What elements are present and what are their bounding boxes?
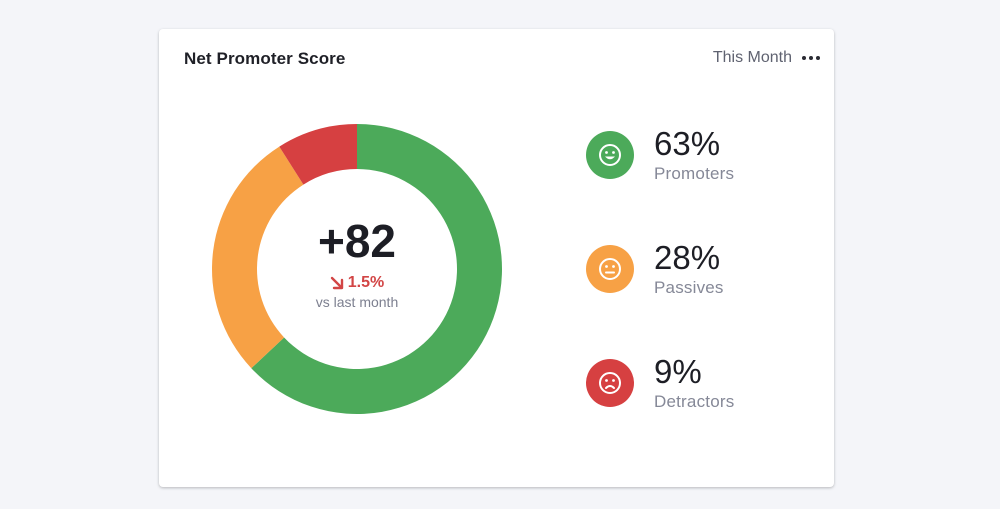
nps-donut-chart: +82 1.5% vs last month: [211, 123, 503, 415]
legend-item-detractors: 9% Detractors: [586, 354, 734, 412]
card-header-actions: This Month: [713, 49, 820, 67]
card-title: Net Promoter Score: [184, 49, 346, 68]
legend-label: Detractors: [654, 391, 735, 411]
donut-slice-passives[interactable]: [212, 146, 304, 369]
legend-value: 28%: [654, 238, 721, 276]
more-horizontal-icon[interactable]: [802, 54, 820, 62]
neutral-face-icon: [586, 245, 634, 293]
legend-item-passives: 28% Passives: [586, 240, 734, 298]
legend-label: Passives: [654, 277, 724, 297]
period-selector[interactable]: This Month: [712, 49, 792, 66]
donut-slice-detractors[interactable]: [279, 124, 357, 185]
legend-label: Promoters: [654, 163, 735, 183]
smile-face-icon: [586, 131, 634, 179]
nps-card: Net Promoter Score This Month +82 1.5% v…: [159, 29, 834, 487]
donut-svg: [212, 124, 502, 414]
legend-value: 9%: [654, 352, 702, 390]
legend-item-promoters: 63% Promoters: [586, 126, 734, 184]
legend-text: 9% Detractors: [654, 355, 734, 412]
donut-slice-promoters[interactable]: [251, 124, 502, 414]
legend-text: 63% Promoters: [654, 127, 734, 184]
legend-text: 28% Passives: [654, 241, 724, 298]
legend-value: 63%: [654, 124, 721, 162]
sad-face-icon: [586, 359, 634, 407]
nps-legend: 63% Promoters 28% Passives: [586, 126, 734, 412]
